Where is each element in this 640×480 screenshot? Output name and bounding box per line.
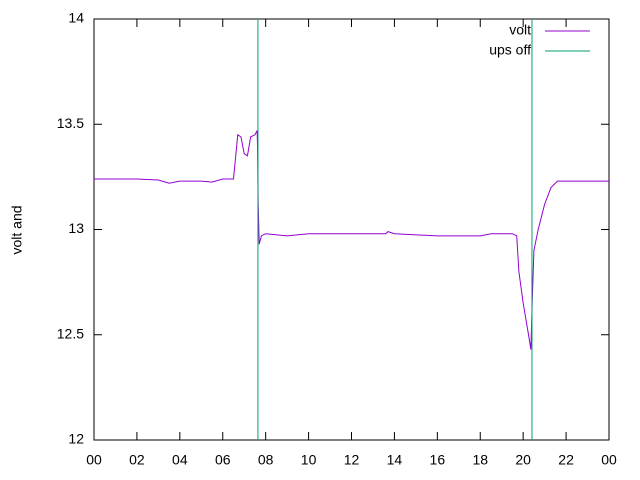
x-tick-label: 08 — [258, 452, 274, 468]
y-tick-label: 13.5 — [57, 115, 84, 131]
x-tick-label: 20 — [515, 452, 531, 468]
x-tick-label: 10 — [301, 452, 317, 468]
legend-label: ups off — [489, 42, 531, 58]
x-tick-label: 16 — [430, 452, 446, 468]
y-tick-label: 12 — [68, 431, 84, 447]
x-tick-label: 14 — [387, 452, 403, 468]
volt-line — [94, 130, 609, 350]
x-tick-label: 06 — [215, 452, 231, 468]
y-tick-label: 12.5 — [57, 325, 84, 341]
plot-border — [93, 18, 610, 441]
x-tick-label: 22 — [558, 452, 574, 468]
legend-label: volt — [509, 22, 531, 38]
y-tick-label: 13 — [68, 220, 84, 236]
y-axis-label: volt and — [9, 205, 25, 254]
x-tick-label: 18 — [472, 452, 488, 468]
x-tick-label: 12 — [344, 452, 360, 468]
x-tick-label: 00 — [601, 452, 617, 468]
y-tick-label: 14 — [68, 10, 84, 26]
x-tick-label: 04 — [172, 452, 188, 468]
x-tick-label: 00 — [86, 452, 102, 468]
x-tick-label: 02 — [129, 452, 145, 468]
